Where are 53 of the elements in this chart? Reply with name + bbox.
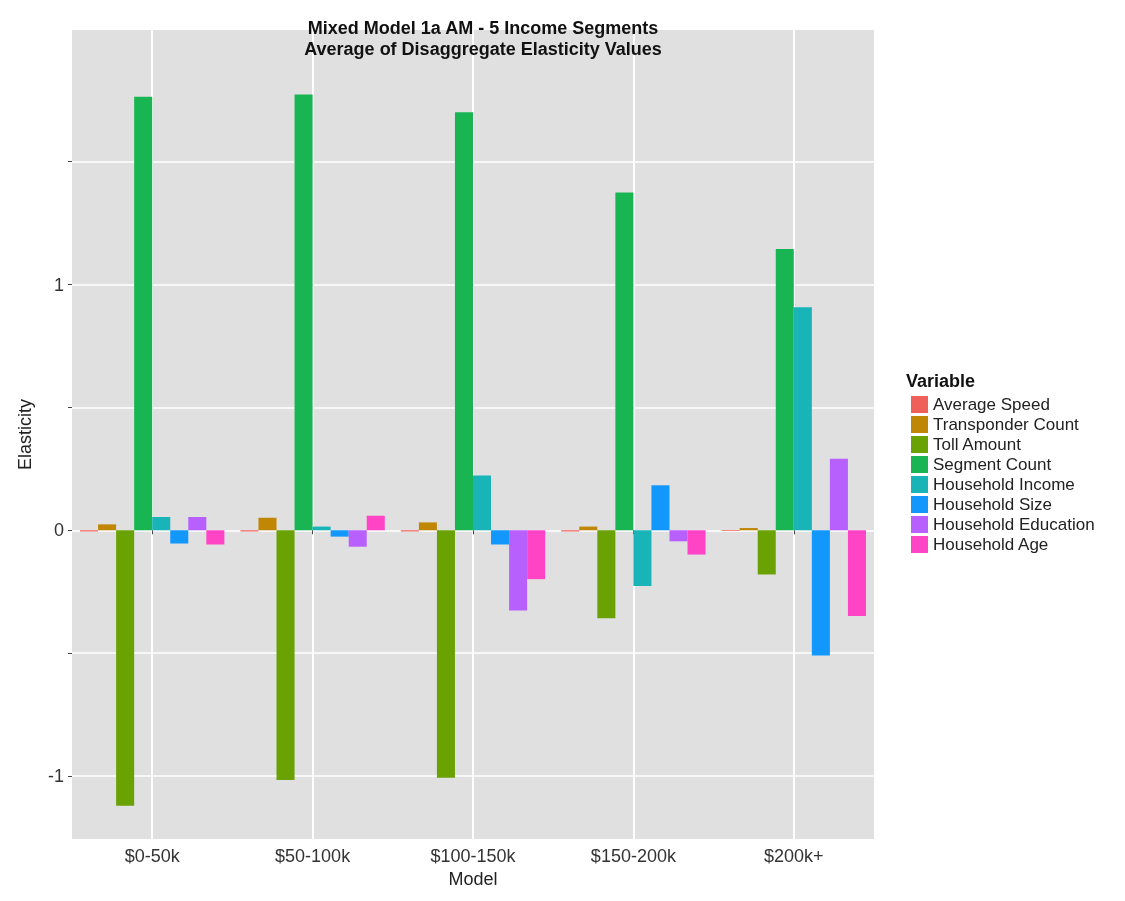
bar (152, 516, 171, 531)
bar (188, 516, 207, 531)
bar (739, 528, 758, 531)
bar (829, 458, 848, 531)
legend-label: Transponder Count (933, 415, 1080, 434)
legend-title: Variable (906, 371, 976, 391)
bar (491, 530, 510, 545)
x-tick-label: $150-200k (590, 846, 677, 867)
bar (757, 530, 776, 575)
legend-label: Average Speed (933, 395, 1050, 414)
bar (170, 530, 189, 544)
bar (669, 530, 688, 542)
bar (276, 530, 295, 780)
legend-label: Household Age (933, 535, 1049, 554)
bar (206, 530, 225, 545)
legend-label: Household Education (933, 515, 1095, 534)
bar (294, 94, 313, 531)
bar (116, 530, 135, 806)
bar (615, 192, 634, 531)
y-tick-label: 0 (53, 520, 64, 541)
bar (793, 307, 812, 531)
x-axis-title: Model (448, 869, 498, 889)
x-tick-label: $50-100k (275, 846, 352, 867)
legend-label: Household Size (933, 495, 1053, 514)
bar (687, 530, 706, 555)
bar (366, 515, 385, 531)
bar (775, 248, 794, 531)
legend-label: Segment Count (933, 455, 1052, 474)
y-axis-title: Elasticity (15, 399, 35, 471)
bar (258, 517, 277, 531)
bar (330, 530, 349, 537)
legend-label: Toll Amount (933, 435, 1022, 454)
bar (134, 96, 153, 531)
bar (473, 475, 492, 531)
bar (811, 530, 830, 656)
bar (651, 485, 670, 531)
bar (436, 530, 455, 778)
bar (509, 530, 528, 611)
bar (98, 524, 117, 531)
x-tick-label: $0-50k (124, 846, 181, 867)
x-tick-label: $100-150k (430, 846, 517, 867)
chart-title: Mixed Model 1a AM - 5 Income Segments Average of Disaggregate Elasticity Values (304, 17, 662, 59)
bar (418, 522, 437, 531)
bar (847, 530, 866, 616)
bar (348, 530, 367, 547)
x-tick-label: $200k+ (764, 846, 824, 867)
bar (454, 112, 473, 531)
bar (527, 530, 546, 580)
bar (597, 530, 616, 619)
y-tick-label: -1 (47, 765, 64, 786)
bar (633, 530, 652, 587)
legend-label: Household Income (933, 475, 1075, 494)
y-tick-label: 1 (53, 274, 64, 295)
